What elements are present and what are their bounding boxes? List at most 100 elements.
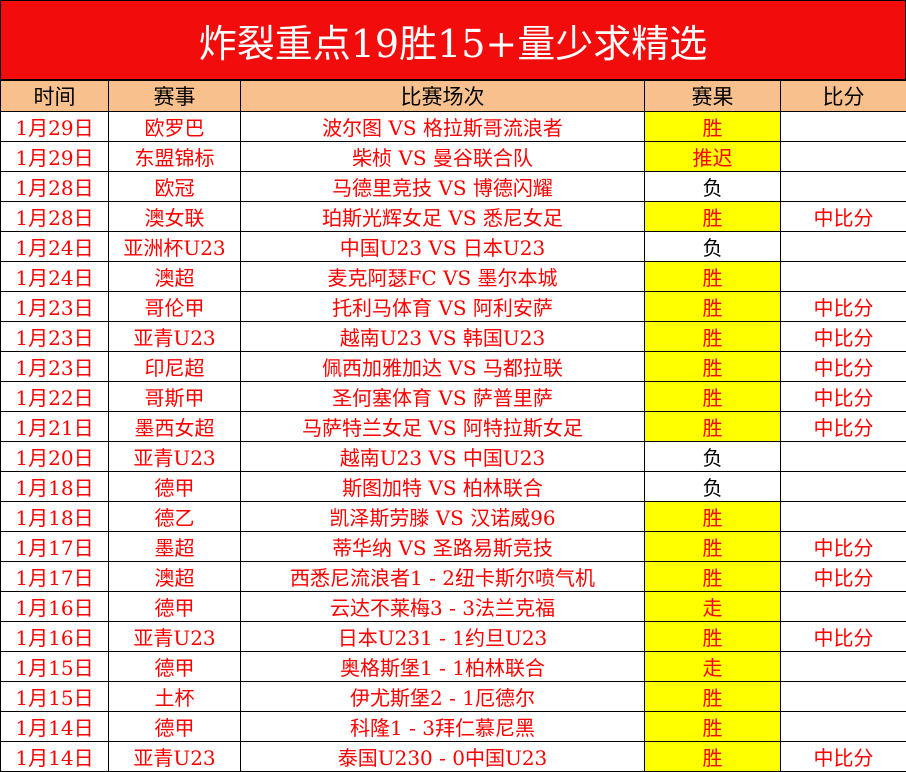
score-cell bbox=[781, 712, 906, 742]
header-league: 赛事 bbox=[109, 81, 241, 112]
league-cell: 哥斯甲 bbox=[109, 382, 241, 412]
match-cell: 蒂华纳 VS 圣路易斯竞技 bbox=[241, 532, 645, 562]
date-cell: 1月23日 bbox=[1, 352, 109, 382]
match-cell: 波尔图 VS 格拉斯哥流浪者 bbox=[241, 112, 645, 142]
result-cell: 胜 bbox=[645, 262, 781, 292]
league-cell: 亚洲杯U23 bbox=[109, 232, 241, 262]
match-cell: 越南U23 VS 中国U23 bbox=[241, 442, 645, 472]
league-cell: 澳超 bbox=[109, 262, 241, 292]
score-cell bbox=[781, 442, 906, 472]
result-cell: 胜 bbox=[645, 622, 781, 652]
score-cell bbox=[781, 172, 906, 202]
table-row: 1月15日德甲奥格斯堡1 - 1柏林联合走 bbox=[1, 652, 906, 682]
result-cell: 胜 bbox=[645, 322, 781, 352]
table-row: 1月29日东盟锦标柴桢 VS 曼谷联合队推迟 bbox=[1, 142, 906, 172]
date-cell: 1月15日 bbox=[1, 652, 109, 682]
table-row: 1月22日哥斯甲圣何塞体育 VS 萨普里萨胜中比分 bbox=[1, 382, 906, 412]
header-result: 赛果 bbox=[645, 81, 781, 112]
score-cell bbox=[781, 592, 906, 622]
score-cell bbox=[781, 112, 906, 142]
date-cell: 1月18日 bbox=[1, 472, 109, 502]
date-cell: 1月17日 bbox=[1, 532, 109, 562]
score-cell: 中比分 bbox=[781, 622, 906, 652]
result-cell: 胜 bbox=[645, 682, 781, 712]
header-score: 比分 bbox=[781, 81, 906, 112]
match-cell: 伊尤斯堡2 - 1厄德尔 bbox=[241, 682, 645, 712]
league-cell: 欧冠 bbox=[109, 172, 241, 202]
score-cell bbox=[781, 652, 906, 682]
date-cell: 1月23日 bbox=[1, 292, 109, 322]
table-row: 1月17日澳超西悉尼流浪者1 - 2纽卡斯尔喷气机胜中比分 bbox=[1, 562, 906, 592]
match-cell: 珀斯光辉女足 VS 悉尼女足 bbox=[241, 202, 645, 232]
league-cell: 澳女联 bbox=[109, 202, 241, 232]
result-cell: 胜 bbox=[645, 562, 781, 592]
match-cell: 中国U23 VS 日本U23 bbox=[241, 232, 645, 262]
league-cell: 德甲 bbox=[109, 472, 241, 502]
result-cell: 负 bbox=[645, 172, 781, 202]
match-cell: 凯泽斯劳滕 VS 汉诺威96 bbox=[241, 502, 645, 532]
date-cell: 1月28日 bbox=[1, 172, 109, 202]
match-cell: 西悉尼流浪者1 - 2纽卡斯尔喷气机 bbox=[241, 562, 645, 592]
league-cell: 东盟锦标 bbox=[109, 142, 241, 172]
league-cell: 哥伦甲 bbox=[109, 292, 241, 322]
score-cell: 中比分 bbox=[781, 202, 906, 232]
match-cell: 斯图加特 VS 柏林联合 bbox=[241, 472, 645, 502]
result-cell: 胜 bbox=[645, 502, 781, 532]
match-cell: 圣何塞体育 VS 萨普里萨 bbox=[241, 382, 645, 412]
result-cell: 胜 bbox=[645, 742, 781, 772]
table-row: 1月29日欧罗巴波尔图 VS 格拉斯哥流浪者胜 bbox=[1, 112, 906, 142]
results-table: 时间 赛事 比赛场次 赛果 比分 1月29日欧罗巴波尔图 VS 格拉斯哥流浪者胜… bbox=[0, 80, 906, 772]
table-row: 1月23日印尼超佩西加雅加达 VS 马都拉联胜中比分 bbox=[1, 352, 906, 382]
match-cell: 日本U231 - 1约旦U23 bbox=[241, 622, 645, 652]
date-cell: 1月24日 bbox=[1, 262, 109, 292]
date-cell: 1月21日 bbox=[1, 412, 109, 442]
league-cell: 德甲 bbox=[109, 592, 241, 622]
table-row: 1月28日欧冠马德里竞技 VS 博德闪耀负 bbox=[1, 172, 906, 202]
score-cell: 中比分 bbox=[781, 412, 906, 442]
league-cell: 澳超 bbox=[109, 562, 241, 592]
score-cell bbox=[781, 472, 906, 502]
table-row: 1月18日德甲斯图加特 VS 柏林联合负 bbox=[1, 472, 906, 502]
match-cell: 马萨特兰女足 VS 阿特拉斯女足 bbox=[241, 412, 645, 442]
result-cell: 胜 bbox=[645, 412, 781, 442]
match-cell: 云达不莱梅3 - 3法兰克福 bbox=[241, 592, 645, 622]
page-title: 炸裂重点19胜15+量少求精选 bbox=[0, 0, 906, 80]
score-cell: 中比分 bbox=[781, 292, 906, 322]
score-cell: 中比分 bbox=[781, 562, 906, 592]
league-cell: 亚青U23 bbox=[109, 742, 241, 772]
result-cell: 胜 bbox=[645, 712, 781, 742]
score-cell bbox=[781, 142, 906, 172]
score-cell: 中比分 bbox=[781, 742, 906, 772]
table-row: 1月17日墨超蒂华纳 VS 圣路易斯竞技胜中比分 bbox=[1, 532, 906, 562]
match-cell: 泰国U230 - 0中国U23 bbox=[241, 742, 645, 772]
score-cell bbox=[781, 502, 906, 532]
match-cell: 科隆1 - 3拜仁慕尼黑 bbox=[241, 712, 645, 742]
date-cell: 1月16日 bbox=[1, 592, 109, 622]
table-row: 1月24日澳超麦克阿瑟FC VS 墨尔本城胜 bbox=[1, 262, 906, 292]
result-cell: 胜 bbox=[645, 202, 781, 232]
score-cell: 中比分 bbox=[781, 532, 906, 562]
league-cell: 欧罗巴 bbox=[109, 112, 241, 142]
result-cell: 胜 bbox=[645, 352, 781, 382]
league-cell: 亚青U23 bbox=[109, 622, 241, 652]
date-cell: 1月14日 bbox=[1, 712, 109, 742]
score-cell bbox=[781, 232, 906, 262]
header-row: 时间 赛事 比赛场次 赛果 比分 bbox=[1, 81, 906, 112]
result-cell: 负 bbox=[645, 232, 781, 262]
league-cell: 亚青U23 bbox=[109, 442, 241, 472]
date-cell: 1月28日 bbox=[1, 202, 109, 232]
table-row: 1月21日墨西女超马萨特兰女足 VS 阿特拉斯女足胜中比分 bbox=[1, 412, 906, 442]
score-cell bbox=[781, 262, 906, 292]
date-cell: 1月16日 bbox=[1, 622, 109, 652]
match-cell: 佩西加雅加达 VS 马都拉联 bbox=[241, 352, 645, 382]
result-cell: 胜 bbox=[645, 382, 781, 412]
header-match: 比赛场次 bbox=[241, 81, 645, 112]
league-cell: 德甲 bbox=[109, 652, 241, 682]
score-cell: 中比分 bbox=[781, 382, 906, 412]
match-cell: 柴桢 VS 曼谷联合队 bbox=[241, 142, 645, 172]
result-cell: 胜 bbox=[645, 532, 781, 562]
score-cell bbox=[781, 682, 906, 712]
